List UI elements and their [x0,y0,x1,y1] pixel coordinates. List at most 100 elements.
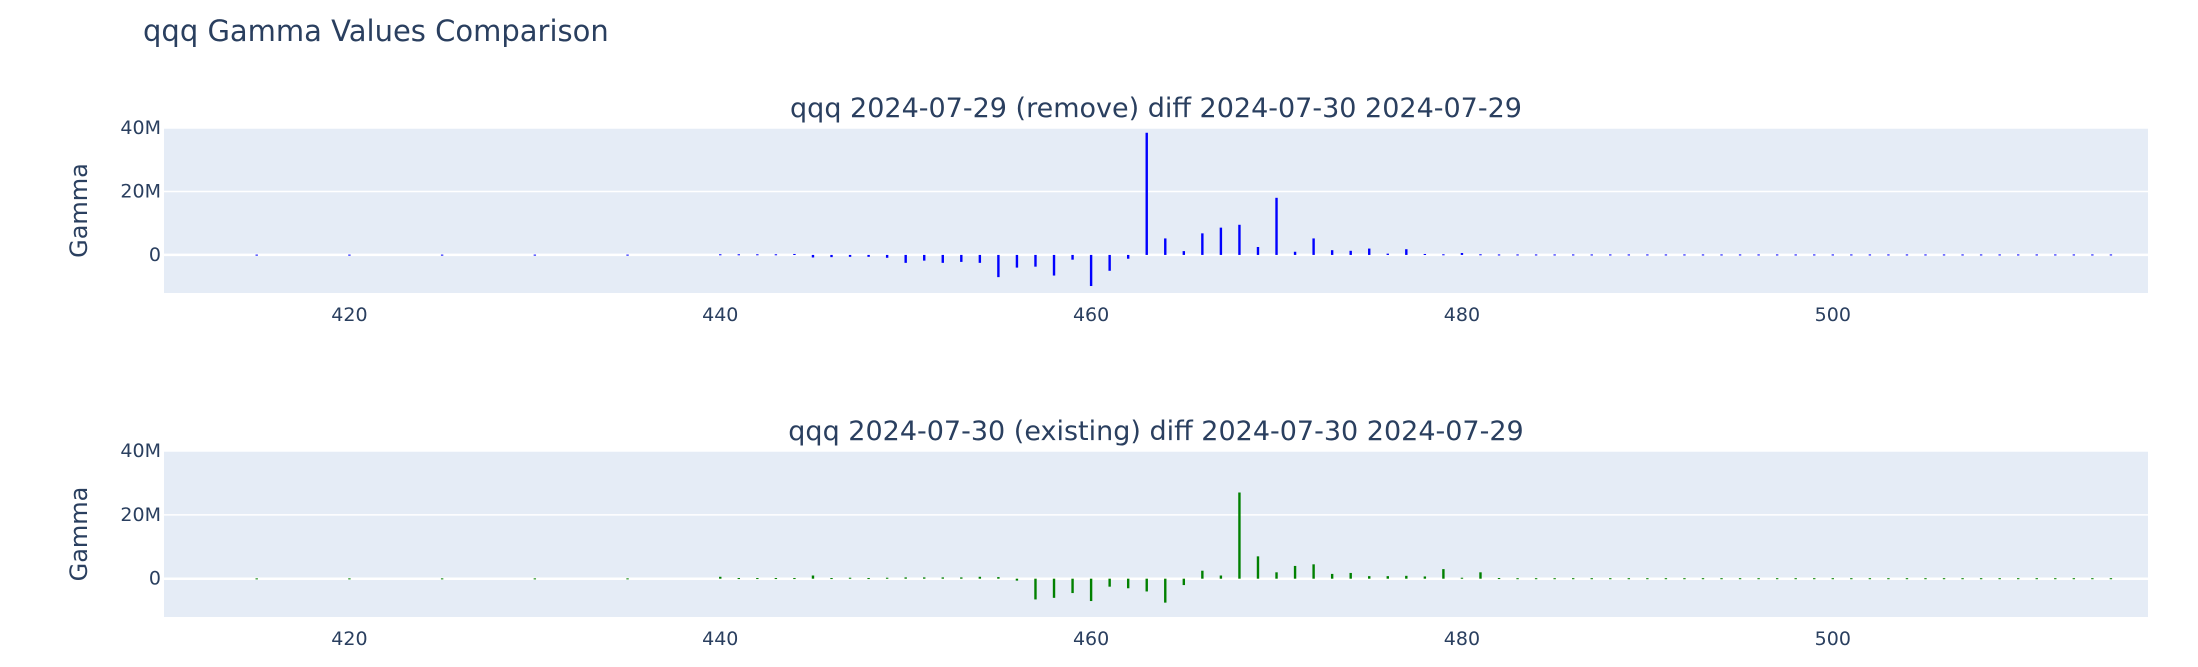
bar [1683,254,1686,256]
bar [1015,578,1019,581]
bar [1497,254,1501,256]
bar [1516,578,1519,580]
bar [1015,254,1019,268]
bar [1349,250,1352,255]
bar [941,577,944,579]
bar [1423,576,1427,579]
bar [1979,254,1983,256]
bar [811,575,815,579]
bar [1813,254,1816,256]
y-axis-title: Gamma [65,163,93,258]
bar [1182,251,1186,255]
subplot-2: 0 20M 40M 420 440 460 480 500 qqq 2024-07-30 (ex… [65,416,2148,650]
x-tick-label: 480 [1444,304,1480,326]
bar [737,254,741,256]
y-tick-label: 20M [120,504,161,526]
bar [1590,254,1593,256]
bar [1850,254,1853,256]
bar [1071,578,1074,594]
bar [1775,254,1779,256]
x-tick-label: 460 [1073,304,1109,326]
subplot-1: 0 20M 40M 420 440 460 480 500 qqq 2024-07-29 (re… [65,93,2148,326]
y-tick-label: 20M [120,180,161,202]
bar [1646,254,1649,256]
bar [1961,578,1964,580]
bar [1256,556,1260,579]
bar [1293,251,1297,255]
bar [1757,578,1760,580]
bar [848,577,852,579]
x-tick-label: 420 [331,628,367,650]
bar [1368,576,1371,579]
bar [1905,578,1909,580]
bar [1831,254,1834,256]
bar [719,576,722,579]
bar [1145,578,1148,592]
bar [1497,578,1501,580]
x-tick-label: 440 [702,628,738,650]
bar [2091,578,2094,580]
bar [1571,254,1575,256]
bar [1201,570,1204,579]
bar [1553,578,1556,580]
bar [2054,578,2057,580]
bar [719,254,722,256]
bar [1460,577,1464,579]
bar [626,254,629,256]
bar [1201,233,1204,255]
bar [1089,254,1093,287]
bar [997,254,1000,278]
bar [1442,254,1445,256]
bar [793,253,796,255]
x-tick-label: 500 [1815,304,1851,326]
bar [1813,578,1816,580]
bar [1664,578,1668,580]
bar [774,254,778,256]
bar [867,578,870,580]
bar [1701,254,1705,256]
bar [1553,254,1556,256]
bar [830,254,833,258]
subplot-title: qqq 2024-07-29 (remove) diff 2024-07-30 … [790,93,1522,124]
bar [1089,578,1093,602]
bar [1386,576,1389,579]
bar [1979,578,1983,580]
bar [626,578,629,580]
bar [756,254,759,256]
bar [1034,254,1037,267]
bar [1683,578,1686,580]
plot-area [164,451,2148,617]
bar [255,254,258,256]
bar [1108,254,1111,271]
bar [533,578,537,580]
bar [1126,578,1130,589]
bar [1405,249,1408,255]
bar [440,254,444,256]
x-tick-label: 460 [1073,628,1109,650]
bar [1831,578,1834,580]
bar [1275,197,1278,255]
bar [1182,578,1186,586]
bar [1868,578,1872,580]
bar [1627,254,1631,256]
bar [1293,565,1297,579]
bar [1386,253,1389,255]
bar [1275,572,1278,579]
plot-area [164,128,2148,293]
bar [1108,578,1111,587]
bar [904,254,907,263]
bar [978,576,982,579]
bar [2035,254,2038,256]
x-tick-label: 420 [331,304,367,326]
bar [2017,254,2020,256]
bar [978,254,982,263]
bar [1850,578,1853,580]
bar [811,254,815,258]
bar [348,254,351,256]
bar [1219,575,1223,579]
bar [1720,578,1723,580]
bar [923,577,926,579]
bar [737,578,741,580]
bar [1924,254,1927,256]
bar [1609,578,1612,580]
